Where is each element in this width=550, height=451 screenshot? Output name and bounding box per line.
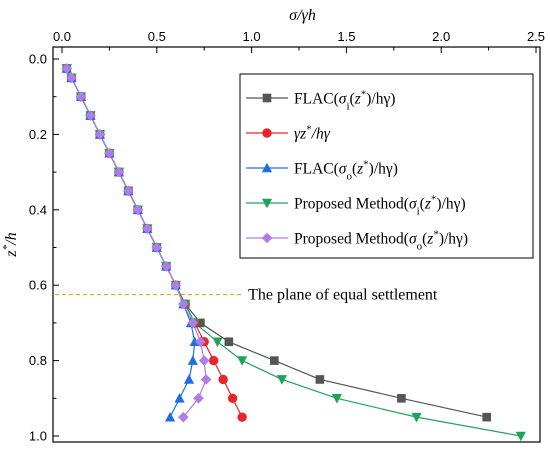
legend-item-3: FLAC(σo(z*)/hγ) [246, 159, 398, 183]
y-tick-label: 0.0 [29, 52, 47, 67]
legend-label: FLAC(σo(z*)/hγ) [294, 159, 398, 183]
data-point [270, 356, 279, 365]
data-point [276, 375, 288, 385]
data-point [195, 336, 206, 348]
data-point [142, 223, 153, 234]
data-point [411, 412, 422, 423]
legend-marker [261, 198, 273, 209]
data-point [200, 374, 212, 385]
x-tick-label: 2.5 [527, 29, 545, 44]
data-point [66, 72, 77, 84]
data-point [170, 279, 182, 291]
x-axis-title: σ/γh [289, 7, 316, 24]
annotations: The plane of equal settlement [55, 287, 438, 304]
plot-markers [61, 63, 526, 442]
x-tick-label: 1.0 [243, 29, 261, 44]
data-point [208, 355, 219, 366]
data-point [237, 412, 247, 422]
data-point [218, 374, 228, 385]
plot-frame [52, 46, 541, 443]
data-point [85, 110, 96, 121]
data-point [75, 91, 87, 102]
x-axis: 0.0 0.5 1.0 1.5 2.0 2.5 [53, 29, 545, 53]
series-markers-5 [61, 63, 212, 423]
legend-item-4: Proposed Method(σi(z*)/hγ) [246, 194, 466, 218]
data-point [132, 204, 144, 216]
data-point [224, 337, 234, 347]
legend: FLAC(σi(z*)/hγ) γz*/hγ FLAC(σo(z*)/hγ) Prop… [239, 73, 534, 259]
legend-item-1: FLAC(σi(z*)/hγ) [246, 89, 395, 113]
x-tick-label: 1.5 [337, 29, 355, 44]
data-point [331, 394, 343, 404]
data-point [187, 317, 199, 329]
y-axis: 0.0 0.2 0.4 0.6 0.8 1.0 [29, 52, 59, 444]
legend-label: Proposed Method(σo(z*)/hγ) [294, 229, 468, 253]
data-point [104, 147, 115, 159]
data-point [178, 298, 189, 310]
legend-item-2: γz*/hγ [246, 124, 331, 143]
data-point [178, 411, 189, 423]
equal-settlement-label: The plane of equal settlement [248, 287, 438, 304]
legend-label: γz*/hγ [294, 124, 331, 143]
legend-label: FLAC(σi(z*)/hγ) [294, 89, 395, 113]
y-tick-label: 1.0 [29, 429, 47, 444]
legend-marker [262, 93, 272, 103]
data-point [212, 337, 223, 348]
legend-marker [261, 232, 273, 244]
data-point [196, 318, 205, 328]
legend-item-5: Proposed Method(σo(z*)/hγ) [246, 229, 468, 253]
y-tick-label: 0.6 [29, 278, 47, 293]
data-point [187, 355, 198, 365]
data-point [94, 129, 106, 140]
data-point [237, 356, 248, 366]
data-point [193, 393, 204, 404]
data-point [198, 355, 210, 366]
data-point [315, 375, 325, 384]
data-point [515, 431, 526, 442]
data-point [61, 63, 73, 74]
data-point [123, 185, 134, 197]
y-tick-label: 0.8 [29, 353, 47, 368]
x-tick-label: 0.5 [148, 29, 166, 44]
data-point [164, 411, 176, 422]
data-point [183, 374, 195, 384]
data-point [160, 261, 172, 272]
legend-label: Proposed Method(σi(z*)/hγ) [294, 194, 466, 218]
legend-box [239, 73, 534, 259]
x-tick-label: 2.0 [432, 29, 450, 44]
y-tick-label: 0.2 [29, 127, 47, 142]
y-tick-label: 0.4 [29, 202, 47, 217]
data-point [482, 412, 492, 422]
legend-marker [262, 128, 272, 138]
x-tick-label: 0.0 [53, 29, 71, 44]
data-point [174, 393, 185, 403]
legend-marker [261, 162, 273, 173]
data-point [227, 393, 238, 403]
y-axis-title: z*/h [1, 232, 20, 257]
data-point [151, 242, 163, 253]
data-point [397, 394, 406, 403]
data-point [113, 166, 125, 178]
